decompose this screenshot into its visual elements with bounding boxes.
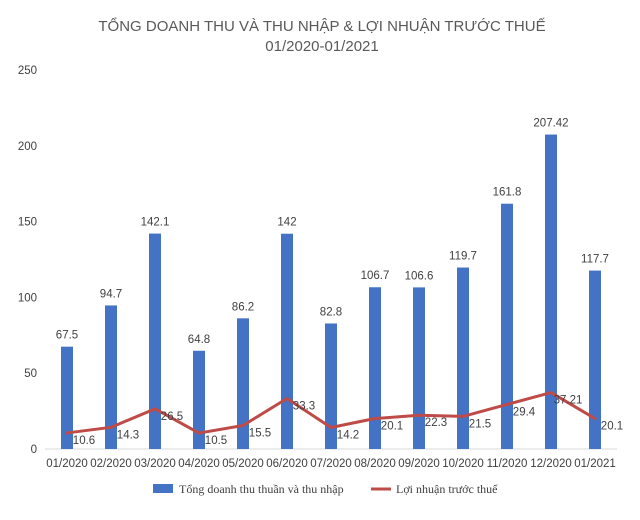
line-data-label: 37.21 [554,395,583,407]
legend-line-label: Lợi nhuận trước thuế [396,482,498,496]
line-series [65,391,597,435]
x-tick-label: 06/2020 [266,458,308,470]
x-tick-label: 07/2020 [310,458,352,470]
bar [149,233,161,449]
y-tick-label: 200 [18,141,37,153]
y-tick-label: 150 [18,217,37,229]
bar-data-label: 142 [277,217,296,229]
bar [237,318,249,449]
line-data-labels: 10.6 14.3 26.5 10.5 15.5 33.3 14.2 20.1 22.3 21.5… [73,395,623,447]
bar [369,287,381,449]
x-tick-label: 12/2020 [530,458,572,470]
line-data-label: 33.3 [293,401,315,413]
bar-data-label: 161.8 [493,187,522,199]
y-tick-label: 50 [24,368,37,380]
line-data-label: 21.5 [469,418,491,430]
y-tick-label: 250 [18,65,37,77]
line-data-label: 15.5 [249,428,271,440]
x-tick-label: 01/2021 [574,458,616,470]
chart-title: TỔNG DOANH THU VÀ THU NHẬP & LỢI NHUẬN T… [98,17,545,35]
line-path [65,391,597,435]
bar-data-label: 106.6 [405,270,434,282]
bar-data-labels: 67.5 94.7 142.1 64.8 86.2 142 82.8 106.7 106.6 11… [56,118,609,346]
line-data-label: 14.2 [337,429,359,441]
line-data-label: 10.5 [205,435,227,447]
line-data-label: 20.1 [381,421,403,433]
y-axis: 0 50 100 150 200 250 [18,65,37,456]
line-data-label: 22.3 [425,417,447,429]
legend-bar-swatch [153,484,173,493]
bar [281,233,293,449]
bar-data-label: 67.5 [56,330,78,342]
bar [589,270,601,449]
x-tick-label: 04/2020 [178,458,220,470]
x-tick-label: 01/2020 [46,458,88,470]
bar [325,323,337,449]
y-tick-label: 100 [18,292,37,304]
bar [413,287,425,449]
x-tick-label: 10/2020 [442,458,484,470]
bar-data-label: 207.42 [533,118,568,130]
bar-data-label: 86.2 [232,301,254,313]
bar [545,134,557,450]
legend: Tổng doanh thu thuần và thu nhập Lợi nhu… [153,482,498,496]
bar [61,346,73,449]
bar-data-label: 142.1 [141,217,170,229]
bar-data-label: 119.7 [449,251,477,263]
x-axis: 01/2020 02/2020 03/2020 04/2020 05/2020 06/20… [46,458,616,470]
bar-data-label: 117.7 [581,254,609,266]
bar [457,267,469,449]
chart-subtitle: 01/2020-01/2021 [265,38,378,55]
line-data-label: 29.4 [513,406,536,418]
bar [105,305,117,449]
x-tick-label: 03/2020 [134,458,176,470]
bar-data-label: 82.8 [320,306,342,318]
x-tick-label: 08/2020 [354,458,396,470]
y-tick-label: 0 [31,444,37,456]
line-data-label: 26.5 [161,411,183,423]
bar-series [61,134,601,450]
bar-data-label: 64.8 [188,334,210,346]
x-tick-label: 11/2020 [487,458,528,470]
line-data-label: 20.1 [601,421,623,433]
line-data-label: 10.6 [73,435,95,447]
bar-data-label: 106.7 [361,270,390,282]
x-tick-label: 02/2020 [90,458,132,470]
legend-bar-label: Tổng doanh thu thuần và thu nhập [179,482,344,496]
bar [193,350,205,449]
x-tick-label: 05/2020 [222,458,264,470]
line-data-label: 14.3 [117,429,139,441]
x-tick-label: 09/2020 [398,458,440,470]
bar-data-label: 94.7 [100,288,122,300]
bar [501,203,513,449]
